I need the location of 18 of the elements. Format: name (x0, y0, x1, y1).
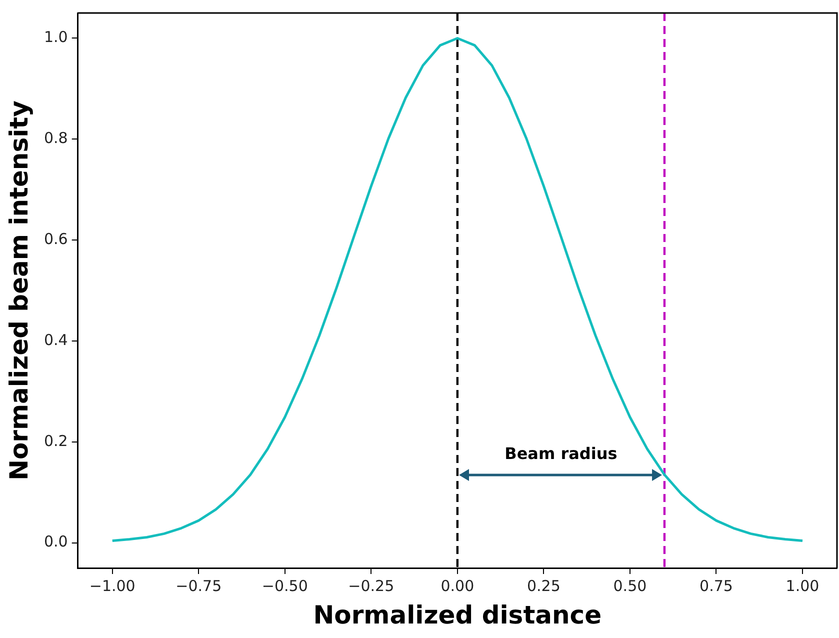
x-tick-label: 0.75 (700, 576, 733, 595)
x-tick-label: 0.00 (440, 576, 474, 595)
y-tick-label: 0.0 (44, 532, 68, 551)
y-tick-label: 0.6 (44, 230, 68, 248)
y-tick-label: 0.4 (44, 330, 68, 349)
x-tick-label: 0.25 (526, 576, 560, 595)
x-axis-title: Normalized distance (313, 600, 602, 630)
y-axis-title: Normalized beam intensity (4, 100, 34, 480)
annotation: Beam radius (504, 444, 618, 463)
x-tick-label: −0.50 (262, 576, 308, 595)
x-tick-label: 0.50 (613, 576, 647, 595)
y-tick-label: 0.8 (44, 129, 68, 148)
x-tick-label: 1.00 (786, 576, 820, 595)
y-tick-label: 0.2 (44, 432, 68, 450)
x-tick-label: −0.25 (348, 576, 394, 595)
x-tick-label: −0.75 (176, 576, 222, 595)
x-tick-label: −1.00 (89, 576, 136, 595)
y-tick-label: 1.0 (44, 28, 68, 46)
